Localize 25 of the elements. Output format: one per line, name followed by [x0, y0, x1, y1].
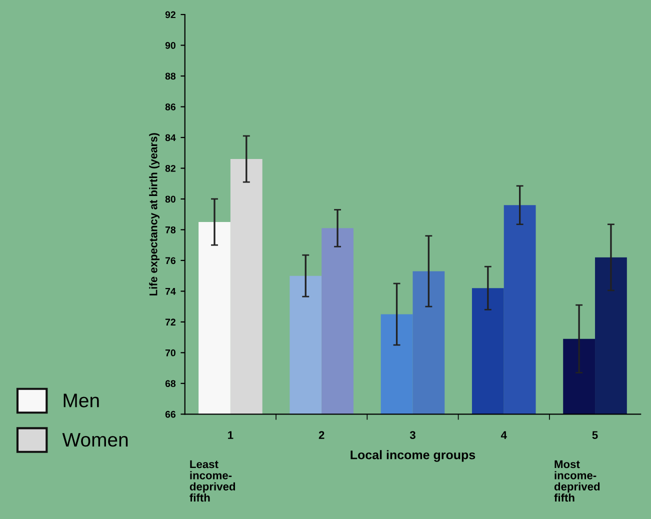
y-tick-label: 90 [165, 42, 176, 49]
y-tick-label: 80 [165, 196, 176, 203]
y-tick-label: 66 [165, 410, 176, 418]
y-tick-label: 88 [165, 72, 176, 80]
y-tick-label: 72 [165, 318, 176, 326]
y-tick-label: 78 [165, 226, 176, 234]
x-tick-label: 3 [410, 431, 416, 440]
y-tick-label: 82 [165, 164, 176, 172]
y-tick-label: 68 [165, 380, 176, 388]
x-tick-label: 5 [592, 431, 598, 439]
y-tick-label: 92 [165, 11, 176, 18]
legend-label: Women [62, 433, 128, 447]
y-tick-label: 76 [165, 257, 176, 264]
text: Least income- deprived fifth [190, 460, 236, 502]
text: Most income- deprived fifth [554, 460, 600, 502]
x-tick-label: 2 [318, 431, 324, 439]
x-tick-label: 4 [500, 431, 507, 439]
legend-label: Men [64, 394, 99, 408]
x-tick-label: 1 [228, 431, 234, 439]
y-tick-label: 84 [165, 134, 176, 142]
x-axis-title: Local income groups [350, 450, 476, 462]
y-tick-label: 74 [165, 288, 176, 295]
y-axis-title: Life expectancy at birth (years) [149, 133, 160, 296]
y-tick-label: 86 [165, 103, 176, 110]
y-tick-label: 70 [165, 349, 176, 356]
